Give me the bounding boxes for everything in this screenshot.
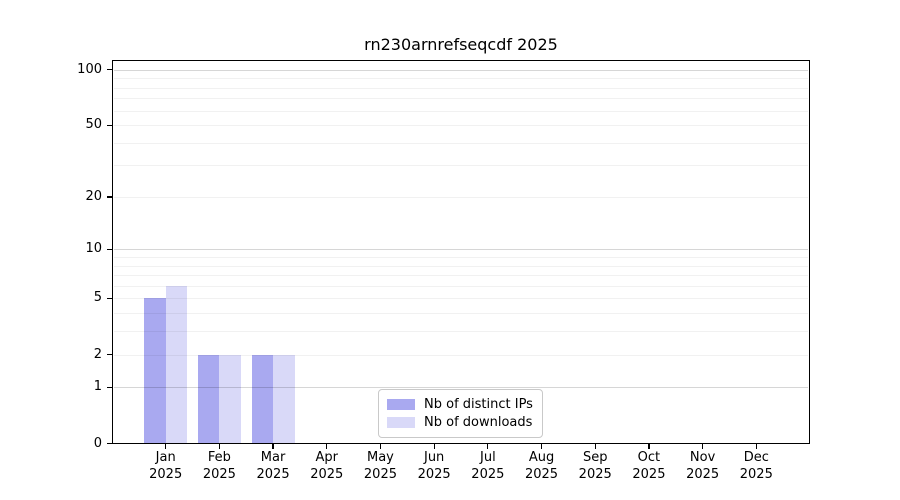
y-tick-label: 5	[93, 290, 102, 306]
gridline-minor	[114, 257, 808, 259]
x-tick-mark	[433, 444, 435, 449]
gridline-minor	[114, 331, 808, 333]
x-tick-label-jun: Jun 2025	[407, 450, 461, 483]
x-tick-label-oct: Oct 2025	[622, 450, 676, 483]
x-tick-year: 2025	[310, 466, 344, 482]
x-tick-label-mar: Mar 2025	[246, 450, 300, 483]
x-tick-month: Aug	[528, 450, 555, 465]
y-tick-mark	[107, 248, 112, 250]
x-tick-year: 2025	[739, 466, 773, 482]
x-tick-year: 2025	[686, 466, 720, 482]
x-tick-label-dec: Dec 2025	[729, 450, 783, 483]
x-tick-mark	[218, 444, 220, 449]
y-tick-label: 100	[77, 61, 102, 77]
x-tick-month: Jan	[155, 450, 176, 465]
y-tick-label: 50	[85, 117, 102, 133]
x-tick-mark	[272, 444, 274, 449]
gridline-minor	[114, 197, 808, 198]
y-tick-mark	[107, 124, 112, 126]
x-tick-month: Dec	[743, 450, 769, 465]
gridline-major	[114, 249, 808, 251]
legend-swatch-distinct-ips	[387, 398, 415, 410]
x-tick-mark	[326, 444, 328, 449]
x-tick-year: 2025	[363, 466, 397, 482]
x-tick-label-jul: Jul 2025	[461, 450, 515, 483]
x-tick-mark	[648, 444, 650, 449]
gridline-minor	[114, 98, 808, 100]
gridline-minor	[114, 78, 808, 80]
x-tick-year: 2025	[417, 466, 451, 482]
chart-title: rn230arnrefseqcdf 2025	[364, 35, 558, 54]
y-tick-mark	[107, 442, 112, 445]
x-tick-year: 2025	[632, 466, 666, 482]
legend-label-distinct-ips: Nb of distinct IPs	[424, 396, 533, 412]
y-tick-label: 2	[93, 346, 102, 362]
bar-distinct-ips-mar	[251, 354, 274, 444]
x-tick-month: Nov	[689, 450, 716, 465]
x-tick-month: Mar	[260, 450, 286, 465]
y-tick-label: 20	[85, 188, 102, 204]
x-tick-month: Sep	[582, 450, 608, 465]
gridline-minor	[114, 87, 808, 89]
gridline-minor	[114, 125, 808, 127]
x-tick-year: 2025	[256, 466, 290, 482]
x-tick-label-jan: Jan 2025	[139, 450, 193, 483]
x-tick-month: Jun	[423, 450, 445, 465]
x-tick-mark	[487, 444, 489, 449]
bar-distinct-ips-jan	[144, 298, 166, 444]
x-tick-label-nov: Nov 2025	[676, 450, 730, 483]
x-tick-mark	[379, 444, 382, 449]
bar-downloads-mar	[273, 354, 295, 444]
x-tick-label-feb: Feb 2025	[192, 450, 246, 483]
x-tick-year: 2025	[149, 466, 183, 482]
y-tick-label: 10	[85, 241, 102, 257]
x-tick-mark	[755, 444, 757, 449]
gridline-minor	[114, 354, 808, 356]
gridline-minor	[114, 285, 808, 287]
x-tick-year: 2025	[202, 466, 236, 482]
legend: Nb of distinct IPs Nb of downloads	[378, 389, 543, 438]
x-tick-month: May	[367, 450, 394, 465]
gridline-minor	[114, 142, 808, 144]
bar-downloads-jan	[165, 285, 188, 444]
x-tick-label-aug: Aug 2025	[515, 450, 569, 483]
gridline-minor	[114, 313, 808, 315]
gridline-major	[114, 387, 808, 389]
y-tick-mark	[107, 353, 112, 356]
x-tick-year: 2025	[471, 466, 505, 482]
y-tick-label: 0	[93, 435, 102, 451]
legend-item-distinct-ips: Nb of distinct IPs	[387, 397, 534, 412]
x-tick-month: Oct	[637, 450, 661, 465]
x-tick-label-may: May 2025	[353, 450, 407, 483]
y-tick-mark	[107, 297, 112, 299]
legend-label-downloads: Nb of downloads	[424, 415, 533, 431]
x-tick-month: Apr	[315, 450, 339, 465]
y-tick-mark	[107, 69, 112, 71]
x-tick-mark	[702, 444, 704, 449]
legend-swatch-downloads	[387, 417, 415, 429]
x-tick-mark	[165, 444, 167, 449]
y-tick-mark	[107, 196, 112, 198]
x-tick-year: 2025	[578, 466, 612, 482]
x-tick-mark	[594, 444, 596, 449]
y-tick-label: 1	[93, 379, 102, 395]
x-tick-mark	[540, 444, 543, 449]
gridline-minor	[114, 275, 808, 277]
gridline-minor	[114, 110, 808, 112]
x-tick-year: 2025	[524, 466, 559, 482]
x-tick-month: Feb	[207, 450, 231, 465]
y-tick-mark	[107, 386, 112, 388]
x-tick-label-sep: Sep 2025	[568, 450, 622, 483]
gridline-minor	[114, 165, 808, 167]
legend-item-downloads: Nb of downloads	[387, 415, 534, 430]
bar-downloads-feb	[219, 354, 241, 444]
gridline-minor	[114, 298, 808, 300]
x-tick-label-apr: Apr 2025	[300, 450, 354, 483]
gridline-minor	[114, 265, 808, 267]
x-tick-month: Jul	[480, 450, 496, 465]
bar-distinct-ips-feb	[197, 354, 220, 444]
gridline-major	[114, 69, 808, 71]
